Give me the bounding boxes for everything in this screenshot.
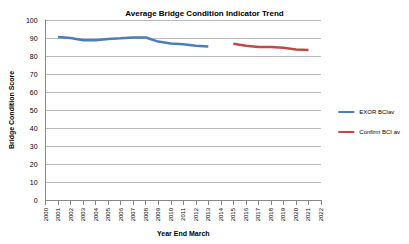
svg-text:2013: 2013	[205, 207, 211, 221]
svg-text:Bridge Condition Score: Bridge Condition Score	[8, 71, 16, 149]
svg-text:90: 90	[30, 35, 38, 42]
svg-text:2008: 2008	[143, 207, 149, 221]
svg-text:Confirm BCI av: Confirm BCI av	[359, 129, 400, 135]
svg-text:100: 100	[26, 17, 38, 24]
svg-text:2005: 2005	[105, 207, 111, 221]
svg-text:2011: 2011	[180, 207, 186, 221]
svg-text:2006: 2006	[118, 207, 124, 221]
svg-text:70: 70	[30, 71, 38, 78]
svg-text:50: 50	[30, 107, 38, 114]
svg-text:2021: 2021	[305, 207, 311, 221]
svg-text:20: 20	[30, 161, 38, 168]
svg-text:2014: 2014	[218, 207, 224, 221]
svg-text:2015: 2015	[230, 207, 236, 221]
svg-text:Year End March: Year End March	[157, 230, 210, 237]
svg-text:60: 60	[30, 89, 38, 96]
svg-text:2012: 2012	[193, 207, 199, 221]
svg-text:2022: 2022	[318, 207, 324, 221]
svg-text:2002: 2002	[68, 207, 74, 221]
svg-text:2017: 2017	[255, 207, 261, 221]
svg-text:2010: 2010	[168, 207, 174, 221]
svg-text:EXOR BCIav: EXOR BCIav	[359, 109, 394, 115]
svg-text:2009: 2009	[155, 207, 161, 221]
svg-text:2018: 2018	[268, 207, 274, 221]
svg-text:2007: 2007	[130, 207, 136, 221]
svg-text:2004: 2004	[93, 207, 99, 221]
svg-text:40: 40	[30, 125, 38, 132]
svg-text:2000: 2000	[43, 207, 49, 221]
svg-text:80: 80	[30, 53, 38, 60]
svg-text:2003: 2003	[80, 207, 86, 221]
svg-text:10: 10	[30, 179, 38, 186]
svg-text:Average Bridge Condition Indic: Average Bridge Condition Indicator Trend	[125, 9, 284, 18]
svg-text:2016: 2016	[243, 207, 249, 221]
svg-text:2019: 2019	[280, 207, 286, 221]
svg-text:0: 0	[34, 197, 38, 204]
svg-text:30: 30	[30, 143, 38, 150]
svg-text:2020: 2020	[293, 207, 299, 221]
svg-text:2001: 2001	[55, 207, 61, 221]
